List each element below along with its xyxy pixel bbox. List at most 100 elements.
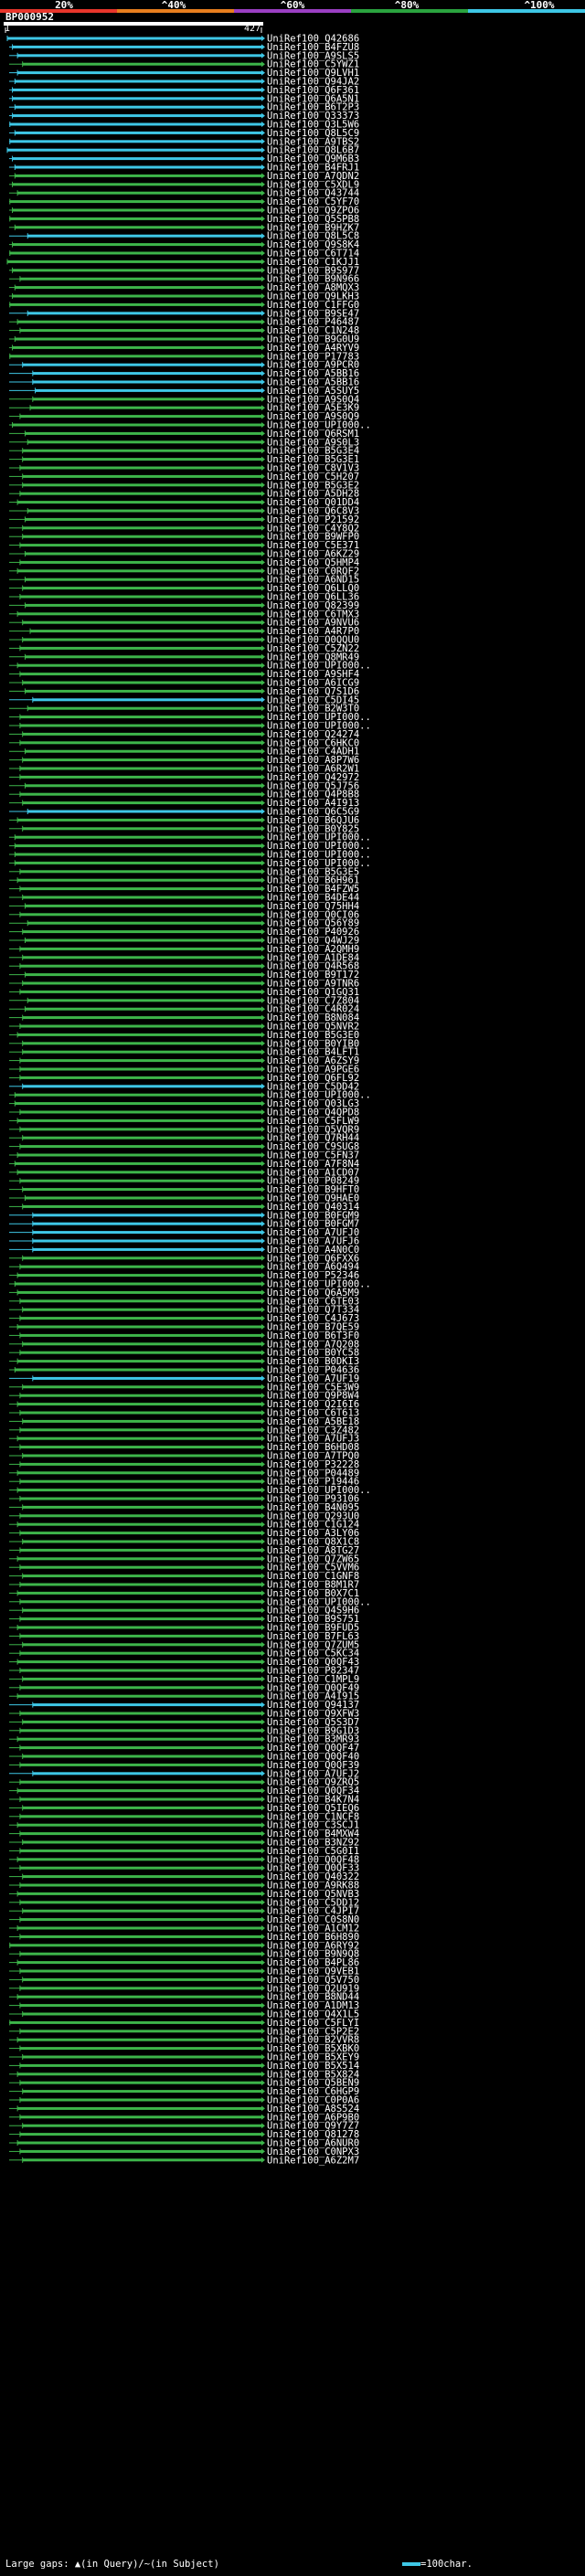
hit-end-arrow — [261, 2019, 265, 2026]
hit-row — [9, 1152, 265, 1158]
hit-row — [9, 525, 265, 531]
hit-bar — [19, 1866, 262, 1870]
hit-row — [9, 843, 265, 849]
hit-row — [9, 1358, 265, 1364]
hit-row — [9, 688, 265, 694]
hit-label: UniRef100_Q6F361 — [267, 85, 359, 96]
hit-bar — [15, 835, 262, 839]
hit-bar — [22, 956, 262, 959]
hit-label: UniRef100_B4N095 — [267, 1502, 359, 1513]
hit-row — [9, 1083, 265, 1089]
hit-end-arrow — [261, 1521, 265, 1528]
hit-row — [9, 1676, 265, 1682]
hit-end-arrow — [261, 1684, 265, 1691]
hit-label: UniRef100_A7UFJ3 — [267, 1434, 359, 1445]
hit-end-arrow — [261, 302, 265, 308]
hit-label: UniRef100_Q0QF47 — [267, 1743, 359, 1754]
hit-end-arrow — [261, 1100, 265, 1107]
hit-row — [9, 405, 265, 411]
hit-bar — [19, 646, 262, 650]
hit-label: UniRef100_Q5BEN9 — [267, 2078, 359, 2089]
hit-bar — [9, 355, 262, 358]
hit-label: UniRef100_A4N0C0 — [267, 1245, 359, 1256]
hit-end-arrow — [261, 1985, 265, 1991]
hit-label: UniRef100_Q3L5W6 — [267, 120, 359, 131]
hit-label: UniRef100_B4K7N4 — [267, 1795, 359, 1806]
hit-bar — [19, 1565, 262, 1569]
hit-label: UniRef100_Q7RH44 — [267, 1133, 359, 1144]
hit-row — [9, 1023, 265, 1029]
hit-end-arrow — [261, 1822, 265, 1829]
hit-label: UniRef100_UPI000.. — [267, 858, 371, 869]
hit-row — [9, 1848, 265, 1854]
hit-label: UniRef100_A7F8N4 — [267, 1159, 359, 1170]
hit-row — [9, 1298, 265, 1304]
hit-end-arrow — [261, 1169, 265, 1175]
hit-row — [9, 465, 265, 471]
hit-end-arrow — [261, 36, 265, 41]
hit-end-arrow — [261, 1426, 265, 1433]
hit-bar — [19, 1763, 262, 1766]
hit-bar — [32, 380, 261, 384]
hit-row — [9, 1307, 265, 1313]
hit-row — [9, 1787, 265, 1794]
hit-bar — [12, 269, 262, 272]
hit-label: UniRef100_A4I913 — [267, 798, 359, 809]
hit-row — [9, 1968, 265, 1974]
hit-bar — [7, 260, 261, 263]
hit-label: UniRef100_Q7S1D6 — [267, 686, 359, 697]
hit-row — [9, 2011, 265, 2017]
hit-label: UniRef100_B8ND44 — [267, 1992, 359, 2003]
hit-end-arrow — [261, 1487, 265, 1493]
hit-row — [9, 731, 265, 737]
hit-row — [6, 147, 265, 154]
hit-end-arrow — [261, 1324, 265, 1330]
hit-label: UniRef100_UPI000.. — [267, 721, 371, 732]
hit-end-arrow — [261, 216, 265, 222]
hit-bar — [19, 1514, 262, 1518]
hit-end-arrow — [261, 353, 265, 359]
hit-label: UniRef100_Q82399 — [267, 600, 359, 611]
hit-row — [9, 1272, 265, 1278]
hit-row — [9, 920, 265, 927]
hit-bar — [7, 148, 261, 152]
hit-label: UniRef100_B6H961 — [267, 875, 359, 886]
hit-row — [9, 1496, 265, 1501]
hit-end-arrow — [261, 1916, 265, 1923]
hit-label: UniRef100_Q6FXX6 — [267, 1253, 359, 1264]
hit-label: UniRef100_B9WFP0 — [267, 532, 359, 543]
hit-end-arrow — [261, 928, 265, 935]
hit-end-arrow — [261, 1633, 265, 1639]
hit-end-arrow — [261, 1797, 265, 1802]
hit-end-arrow — [261, 594, 265, 599]
hit-row — [9, 1350, 265, 1356]
hit-label: UniRef100_Q8MR49 — [267, 652, 359, 663]
hit-row — [9, 1341, 265, 1347]
hit-row — [9, 817, 265, 823]
hit-row — [9, 1100, 265, 1107]
hit-row — [9, 422, 265, 428]
hit-bar — [17, 501, 262, 504]
hit-label: UniRef100_A9SHF4 — [267, 669, 359, 680]
hit-bar — [22, 474, 262, 478]
hit-label: UniRef100_B4PL86 — [267, 1957, 359, 1968]
hit-row — [9, 774, 265, 780]
hit-label: UniRef100_P17783 — [267, 351, 359, 362]
hit-label: UniRef100_A5BB16 — [267, 377, 359, 388]
hit-row — [9, 997, 265, 1003]
hit-label: UniRef100_B8N084 — [267, 1012, 359, 1023]
hit-row — [9, 928, 265, 935]
hit-label: UniRef100_B0FGM7 — [267, 1219, 359, 1230]
hit-bar — [22, 1677, 262, 1680]
hit-row — [9, 1118, 265, 1124]
hit-row — [9, 946, 265, 952]
hit-label: UniRef100_C5ZN22 — [267, 643, 359, 654]
hit-row — [9, 52, 265, 58]
hit-label: UniRef100_B2W3T0 — [267, 704, 359, 715]
hit-end-arrow — [261, 233, 265, 239]
hit-label: UniRef100_Q4P8B8 — [267, 790, 359, 800]
hit-end-arrow — [261, 1057, 265, 1064]
hit-bar — [19, 1548, 262, 1552]
hit-row — [9, 1126, 265, 1132]
hit-end-arrow — [261, 1744, 265, 1751]
